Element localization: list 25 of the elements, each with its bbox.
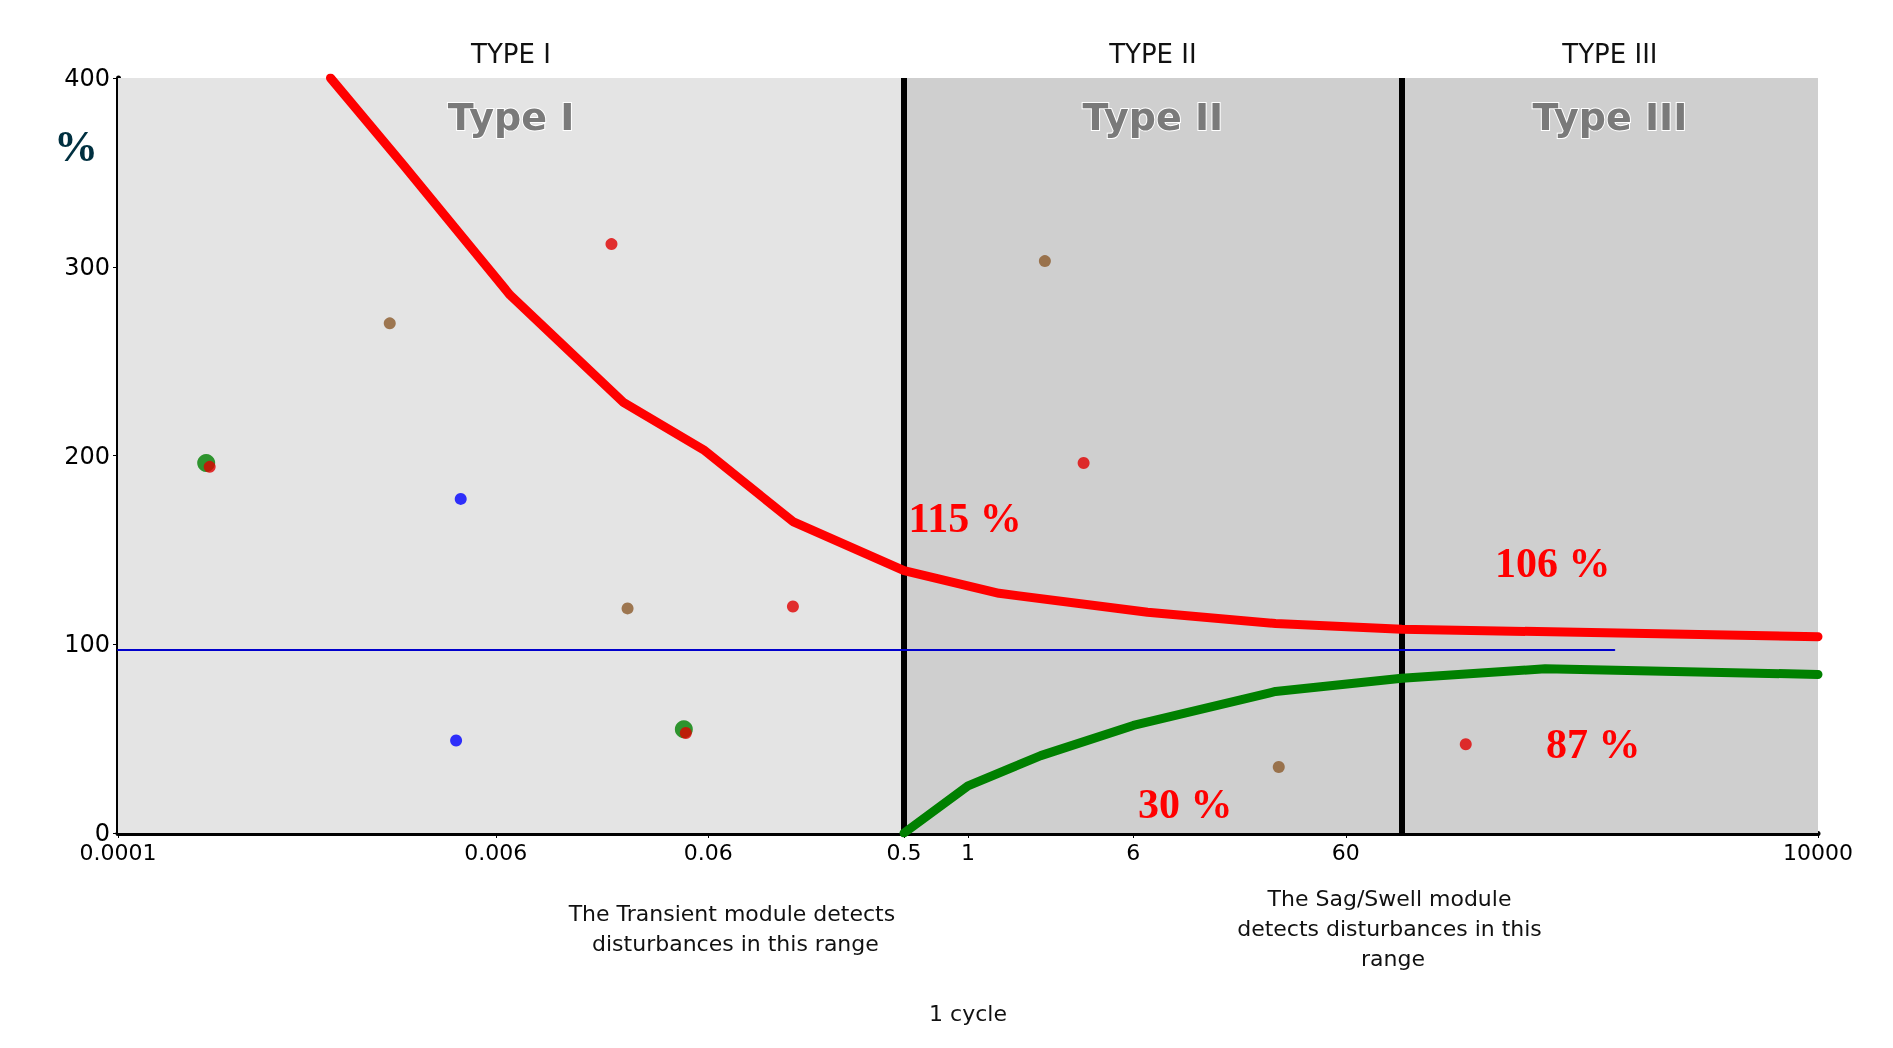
y-tick-label: 100: [64, 630, 110, 659]
text: The Sag/Swell module detects disturbances in this range: [1237, 885, 1549, 971]
annotation: 30 %: [1138, 781, 1233, 828]
y-tick-label: 200: [64, 441, 110, 470]
x-tick-label: 0.006: [464, 839, 528, 865]
x-tick-label: 10000: [1783, 839, 1853, 865]
x-tick-label: 0.5: [886, 839, 922, 865]
text: 1 cycle: [929, 1000, 1007, 1026]
y-tick-label: 300: [64, 252, 110, 281]
band-label: Type I: [447, 95, 575, 139]
x-tick-label: 0.06: [683, 839, 733, 865]
text: TYPE I: [470, 39, 551, 69]
annotation: 87 %: [1546, 721, 1641, 768]
x-tick-label: 6: [1126, 839, 1141, 865]
x-tick-label: 60: [1331, 839, 1360, 865]
annotation: 106 %: [1495, 539, 1611, 586]
band-label: Type III: [1532, 95, 1688, 139]
annotation: 115 %: [908, 494, 1022, 541]
text: The Transient module detects disturbances in this range: [567, 900, 896, 956]
y-axis-title: %: [54, 121, 98, 171]
y-tick-label: 400: [64, 64, 110, 92]
text: TYPE III: [1561, 39, 1658, 69]
text: TYPE II: [1108, 39, 1197, 69]
x-tick-label: 1: [961, 839, 975, 865]
band-label: Type II: [1082, 95, 1224, 139]
